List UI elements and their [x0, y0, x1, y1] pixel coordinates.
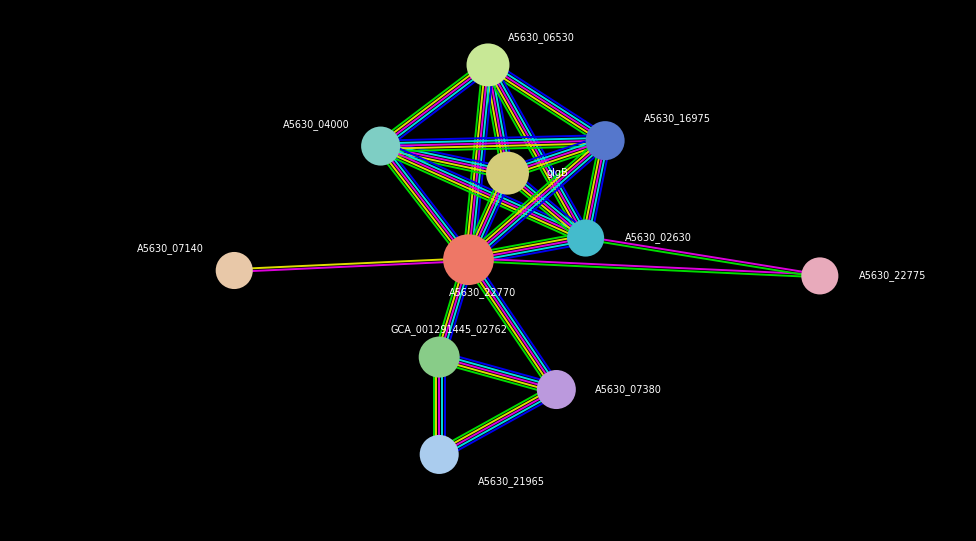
Ellipse shape — [467, 43, 509, 87]
Text: glgB: glgB — [547, 168, 568, 178]
Ellipse shape — [420, 435, 459, 474]
Ellipse shape — [801, 258, 838, 294]
Ellipse shape — [586, 121, 625, 160]
Text: A5630_22770: A5630_22770 — [449, 287, 516, 298]
Text: A5630_06530: A5630_06530 — [508, 32, 575, 43]
Ellipse shape — [361, 127, 400, 166]
Ellipse shape — [486, 151, 529, 195]
Ellipse shape — [537, 370, 576, 409]
Ellipse shape — [443, 234, 494, 285]
Text: A5630_21965: A5630_21965 — [478, 476, 546, 487]
Text: A5630_04000: A5630_04000 — [283, 119, 349, 130]
Ellipse shape — [419, 337, 460, 378]
Text: A5630_07380: A5630_07380 — [595, 384, 663, 395]
Ellipse shape — [567, 220, 604, 256]
Text: A5630_22775: A5630_22775 — [859, 270, 926, 281]
Text: A5630_07140: A5630_07140 — [137, 243, 204, 254]
Text: A5630_02630: A5630_02630 — [625, 233, 692, 243]
Ellipse shape — [216, 252, 253, 289]
Text: GCA_001291445_02762: GCA_001291445_02762 — [390, 325, 508, 335]
Text: A5630_16975: A5630_16975 — [644, 114, 712, 124]
